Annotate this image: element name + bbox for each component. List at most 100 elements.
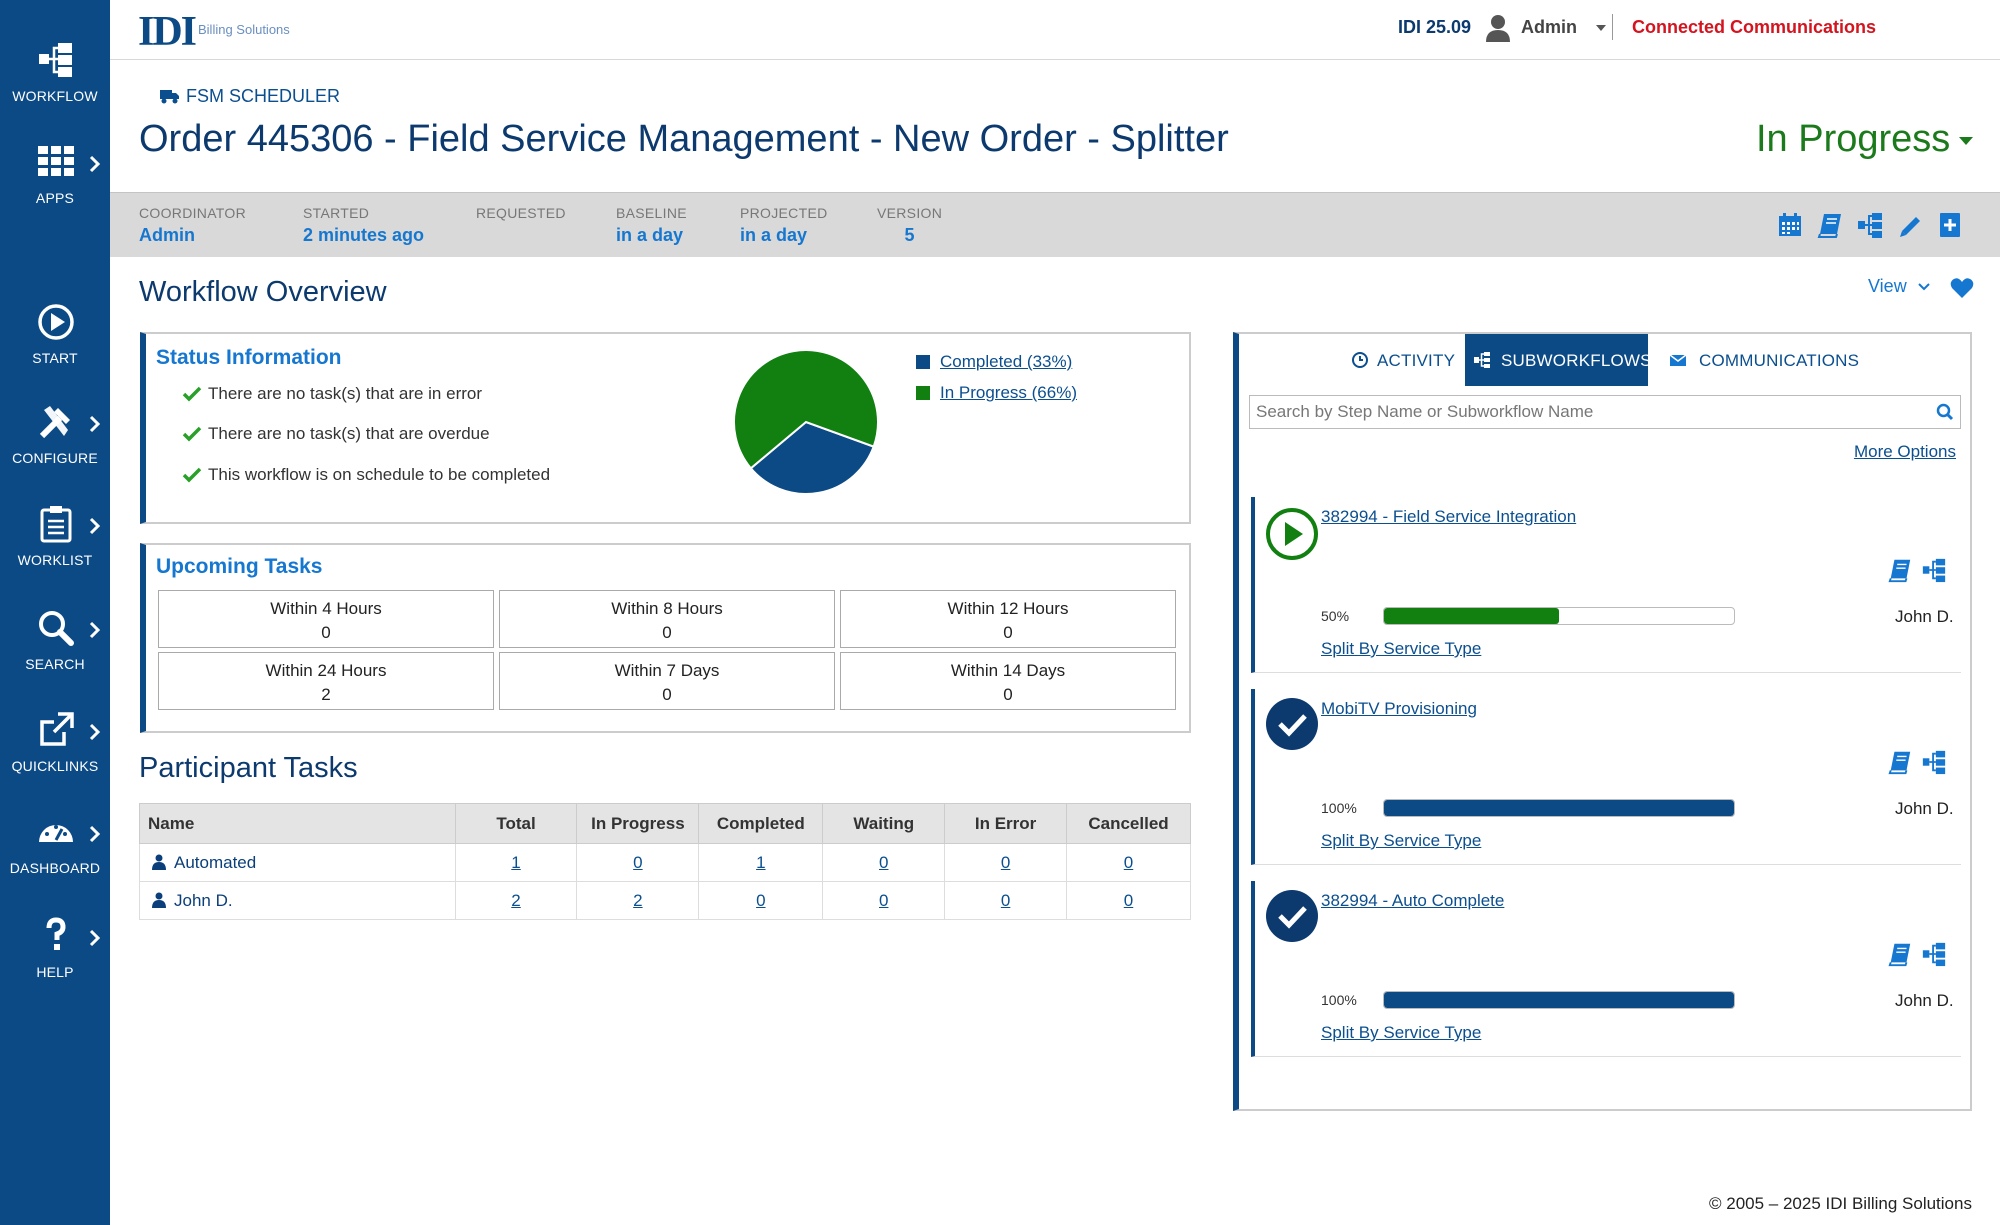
book-icon[interactable] — [1887, 557, 1913, 583]
subworkflow-type-link[interactable]: Split By Service Type — [1321, 1023, 1482, 1042]
caret-down-icon — [1959, 136, 1974, 145]
clock-icon — [1352, 352, 1368, 368]
subworkflow-title-link[interactable]: MobiTV Provisioning — [1321, 699, 1477, 718]
count-link[interactable]: 1 — [756, 852, 766, 872]
sidebar-item-workflow[interactable]: WORKFLOW — [0, 36, 110, 128]
count-link[interactable]: 0 — [878, 852, 889, 872]
info-label: BASELINE — [616, 205, 687, 221]
subworkflow-title-link[interactable]: 382994 - Field Service Integration — [1321, 507, 1577, 526]
subworkflow-type-link[interactable]: Split By Service Type — [1321, 831, 1482, 850]
count-link[interactable]: 0 — [1123, 890, 1134, 910]
column-header[interactable]: In Error — [944, 803, 1068, 844]
workflow-icon[interactable] — [1921, 557, 1947, 583]
chevron-right-icon — [89, 155, 101, 173]
sidebar-item-search[interactable]: SEARCH — [0, 604, 110, 696]
panel-title: Upcoming Tasks — [156, 555, 323, 578]
sidebar-item-help[interactable]: HELP — [0, 912, 110, 1004]
status-check-text: This workflow is on schedule to be compl… — [208, 465, 551, 484]
count-link[interactable]: 2 — [633, 890, 643, 910]
column-header[interactable]: Completed — [698, 803, 824, 844]
count-link[interactable]: 1 — [511, 852, 521, 872]
column-header[interactable]: Name — [139, 803, 456, 844]
company-name[interactable]: Connected Communications — [1632, 17, 1877, 37]
checkmark-icon — [182, 386, 202, 402]
participant-name: John D. — [174, 890, 233, 910]
count-link[interactable]: 0 — [1123, 852, 1134, 872]
envelope-icon — [1669, 354, 1687, 366]
section-title: Workflow Overview — [139, 276, 387, 308]
count-link[interactable]: 0 — [878, 890, 889, 910]
info-value: in a day — [740, 225, 808, 245]
chevron-right-icon — [89, 415, 101, 433]
book-icon[interactable] — [1887, 941, 1913, 967]
tab-subworkflows[interactable]: SUBWORKFLOWS — [1465, 334, 1651, 386]
status-check-text: There are no task(s) that are overdue — [208, 424, 490, 443]
table-row: Automated 1 0 1 0 0 0 — [139, 843, 1191, 882]
count-link[interactable]: 0 — [756, 890, 766, 910]
subworkflow-title-link[interactable]: 382994 - Auto Complete — [1321, 891, 1505, 910]
sidebar-item-label: START — [32, 350, 78, 366]
user-icon — [1486, 15, 1510, 42]
count-link[interactable]: 0 — [1000, 852, 1011, 872]
workflow-icon[interactable] — [1921, 941, 1947, 967]
workflow-icon[interactable] — [1856, 211, 1884, 239]
tab-label: SUBWORKFLOWS — [1501, 351, 1652, 370]
column-header[interactable]: Cancelled — [1066, 803, 1191, 844]
upcoming-label: Within 12 Hours — [947, 599, 1069, 618]
view-dropdown[interactable]: View — [1868, 276, 1930, 297]
add-document-icon[interactable] — [1936, 211, 1964, 239]
table-header-row: Name Total In Progress Completed Waiting… — [139, 803, 1191, 844]
top-bar: IDI Billing Solutions — [110, 0, 2000, 60]
subworkflow-card: MobiTV Provisioning 100% John D. Split B… — [1251, 689, 1961, 865]
tab-communications[interactable]: COMMUNICATIONS — [1669, 334, 1889, 386]
book-icon[interactable] — [1887, 749, 1913, 775]
count-link[interactable]: 0 — [1000, 890, 1011, 910]
column-header[interactable]: Total — [454, 803, 578, 844]
logo-subtitle: Billing Solutions — [198, 22, 290, 37]
section-title: Participant Tasks — [139, 752, 358, 784]
logo[interactable]: IDI Billing Solutions — [138, 8, 318, 55]
workflow-icon[interactable] — [1921, 749, 1947, 775]
search-input[interactable] — [1250, 396, 1930, 428]
tools-icon — [39, 406, 70, 439]
user-icon — [152, 854, 166, 870]
sidebar: WORKFLOW APPS START CONFIGURE — [0, 0, 110, 1225]
status-dropdown[interactable]: In Progress — [1756, 118, 1974, 161]
column-header[interactable]: In Progress — [576, 803, 700, 844]
sidebar-item-label: WORKLIST — [17, 552, 93, 568]
count-link[interactable]: 2 — [511, 890, 521, 910]
more-options-link[interactable]: More Options — [1853, 442, 1956, 461]
chevron-right-icon — [89, 621, 101, 639]
external-link-icon — [40, 712, 74, 746]
progress-pie-chart — [733, 349, 879, 495]
sidebar-item-start[interactable]: START — [0, 298, 110, 390]
calendar-icon[interactable] — [1776, 211, 1804, 239]
heart-icon[interactable] — [1950, 277, 1974, 299]
status-information-panel: Status Information There are no task(s) … — [140, 332, 1191, 524]
info-value[interactable]: Admin — [139, 225, 195, 245]
info-value: 5 — [904, 225, 915, 245]
upcoming-label: Within 14 Days — [950, 661, 1066, 680]
info-label: COORDINATOR — [139, 205, 247, 221]
column-header[interactable]: Waiting — [822, 803, 946, 844]
upcoming-value: 0 — [321, 623, 331, 642]
book-icon[interactable] — [1816, 211, 1844, 239]
subworkflow-type-link[interactable]: Split By Service Type — [1321, 639, 1482, 658]
workflow-icon — [1474, 352, 1490, 368]
pie-slice-1 — [733, 349, 879, 470]
panel-title: Status Information — [156, 346, 342, 369]
caret-down-icon — [1596, 25, 1606, 31]
upcoming-cell: Within 24 Hours 2 — [158, 652, 494, 710]
checkmark-icon — [182, 467, 202, 483]
tab-activity[interactable]: ACTIVITY — [1351, 334, 1471, 386]
sidebar-item-dashboard[interactable]: DASHBOARD — [0, 808, 110, 900]
sidebar-item-quicklinks[interactable]: QUICKLINKS — [0, 706, 110, 798]
count-link[interactable]: 0 — [633, 852, 643, 872]
sidebar-item-worklist[interactable]: WORKLIST — [0, 500, 110, 592]
progress-percent: 100% — [1321, 800, 1357, 816]
pencil-icon[interactable] — [1896, 211, 1924, 239]
sidebar-item-apps[interactable]: APPS — [0, 138, 110, 230]
sidebar-item-configure[interactable]: CONFIGURE — [0, 398, 110, 490]
completed-check-icon — [1266, 698, 1318, 750]
search-icon[interactable] — [1936, 403, 1954, 421]
